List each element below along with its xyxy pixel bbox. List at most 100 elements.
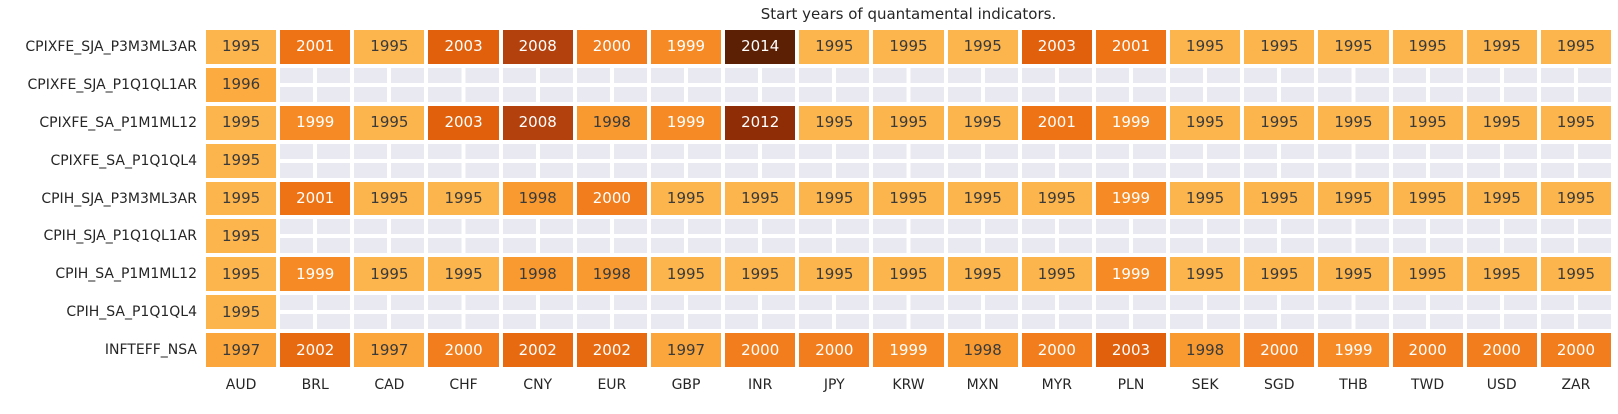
column-label: INR [748,377,773,393]
heatmap-cell-empty [797,65,872,104]
heatmap-cell-empty [797,217,872,256]
heatmap-cell: 1998 [574,255,649,294]
heatmap-cell-empty [1316,65,1391,104]
heatmap-cell-empty [426,293,501,332]
heatmap-cell-empty [1093,65,1169,104]
heatmap-cell-empty [1168,217,1243,256]
heatmap-cell: 1995 [1464,255,1539,294]
heatmap-cell: 2000 [574,28,649,66]
heatmap-cell-empty [1316,293,1391,332]
heatmap-cell: 2000 [1242,331,1317,369]
heatmap-cell: 1995 [204,255,279,294]
column-label: CHF [449,377,478,393]
heatmap-cell: 1995 [797,255,872,294]
heatmap-cell-empty [1242,217,1317,256]
heatmap-cell: 1999 [871,331,946,369]
heatmap-cell-empty [871,293,946,332]
heatmap-cell-empty [1019,65,1094,104]
heatmap-cell: 1999 [278,103,353,142]
heatmap-cell: 1995 [1538,103,1613,142]
heatmap-cell: 2000 [1390,331,1465,369]
heatmap-cell: 2000 [1464,331,1539,369]
heatmap-cell: 2000 [426,331,501,369]
heatmap-cell: 2003 [1093,331,1169,369]
heatmap-cell: 2003 [426,28,501,66]
heatmap-cell: 1998 [945,331,1020,369]
heatmap-cell: 1995 [945,179,1020,218]
heatmap-cell: 1998 [500,255,575,294]
heatmap-cell-empty [1538,141,1613,180]
heatmap-cell: 1995 [797,179,872,218]
heatmap-cell: 1995 [204,141,279,180]
heatmap-cell: 2001 [278,179,353,218]
heatmap-cell: 2003 [1019,28,1094,66]
column-label: AUD [225,377,257,393]
column-label: MYR [1041,377,1072,393]
row-label: CPIH_SJA_P3M3ML3AR [41,190,197,207]
column-label: EUR [597,377,627,393]
heatmap-cell: 1995 [352,28,427,66]
heatmap-cell: 1995 [1242,255,1317,294]
heatmap-cell-empty [1390,293,1465,332]
heatmap-cell: 2001 [1019,103,1094,142]
heatmap-cell: 1998 [1168,331,1243,369]
heatmap-cell: 1995 [204,103,279,142]
heatmap-cell: 1995 [871,103,946,142]
row-label: CPIXFE_SJA_P3M3ML3AR [25,38,197,55]
heatmap-cell-empty [1168,293,1243,332]
heatmap-cell: 2000 [1538,331,1613,369]
heatmap-cell: 1995 [797,103,872,142]
heatmap-cell: 1995 [945,255,1020,294]
column-label: JPY [823,377,845,393]
column-label: KRW [892,377,925,393]
heatmap-cell-empty [945,293,1020,332]
chart-title: Start years of quantamental indicators. [760,5,1057,23]
heatmap-cell-empty [426,217,501,256]
heatmap-cell: 1998 [500,179,575,218]
heatmap-cell-empty [1390,217,1465,256]
heatmap-cell: 1995 [1390,179,1465,218]
row-label: CPIH_SA_P1Q1QL4 [66,304,197,321]
heatmap-cell: 1995 [945,28,1020,66]
heatmap-cell-empty [797,293,872,332]
heatmap-cell-empty [574,217,649,256]
heatmap-cell: 1999 [1093,179,1169,218]
heatmap-cell-empty [1464,65,1539,104]
heatmap-cell-empty [723,217,798,256]
heatmap-cell: 1995 [204,217,279,256]
heatmap-cell: 2001 [278,28,353,66]
heatmap-cell-empty [1093,141,1169,180]
heatmap-cell: 1995 [1316,179,1391,218]
heatmap-cell: 1995 [723,179,798,218]
heatmap-cell-empty [723,293,798,332]
heatmap-cell-empty [426,65,501,104]
heatmap-cell: 1995 [1168,28,1243,66]
heatmap-cell-empty [574,65,649,104]
column-label: TWD [1411,377,1445,393]
heatmap-cell: 1997 [352,331,427,369]
heatmap-cell: 2014 [723,28,798,66]
heatmap-cell: 2000 [723,331,798,369]
heatmap-cell-empty [871,141,946,180]
heatmap-cell-empty [1464,293,1539,332]
heatmap-cell-empty [352,293,427,332]
heatmap-cell-empty [500,217,575,256]
heatmap-cell: 2012 [723,103,798,142]
heatmap-cell: 1995 [204,28,279,66]
heatmap-cell-empty [871,65,946,104]
heatmap-cell: 2003 [426,103,501,142]
heatmap-cell-empty [352,217,427,256]
column-label: THB [1339,377,1368,393]
heatmap-cell-empty [797,141,872,180]
heatmap-cell: 2000 [797,331,872,369]
column-label: ZAR [1561,377,1591,393]
heatmap-cell: 1999 [1316,331,1391,369]
heatmap-cell-empty [1242,65,1317,104]
heatmap-cell-empty [426,141,501,180]
heatmap-cell: 1995 [1168,103,1243,142]
heatmap-cell-empty [648,293,724,332]
column-label: MXN [966,377,999,393]
column-label: USD [1486,377,1517,393]
heatmap-cell-empty [945,217,1020,256]
heatmap-cell-empty [1242,141,1317,180]
